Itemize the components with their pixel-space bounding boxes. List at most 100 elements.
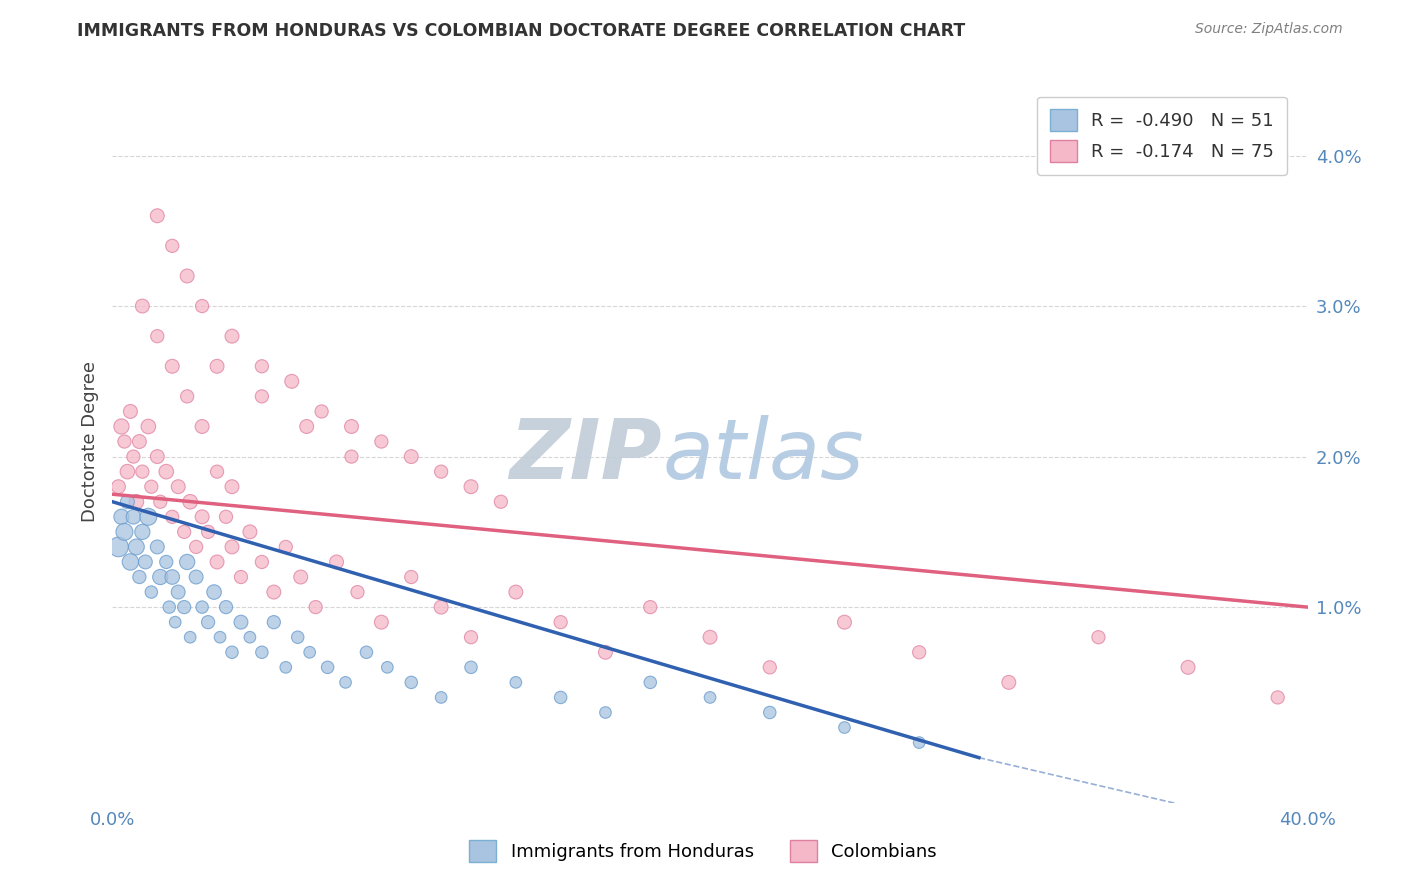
- Point: [908, 645, 931, 659]
- Point: [250, 645, 273, 659]
- Point: [125, 494, 148, 508]
- Text: ZIP: ZIP: [509, 416, 662, 497]
- Point: [146, 329, 169, 343]
- Point: [281, 374, 304, 388]
- Point: [221, 329, 243, 343]
- Point: [340, 450, 363, 464]
- Point: [489, 494, 512, 508]
- Point: [131, 299, 153, 313]
- Point: [250, 359, 273, 374]
- Point: [759, 660, 782, 674]
- Point: [370, 615, 392, 630]
- Point: [229, 615, 252, 630]
- Point: [215, 509, 238, 524]
- Point: [290, 570, 312, 584]
- Point: [146, 209, 169, 223]
- Point: [128, 570, 150, 584]
- Point: [460, 660, 482, 674]
- Point: [998, 675, 1021, 690]
- Point: [128, 434, 150, 449]
- Point: [191, 509, 214, 524]
- Point: [505, 675, 527, 690]
- Point: [167, 585, 190, 599]
- Point: [215, 600, 238, 615]
- Point: [114, 524, 135, 539]
- Point: [274, 660, 297, 674]
- Legend: R =  -0.490   N = 51, R =  -0.174   N = 75: R = -0.490 N = 51, R = -0.174 N = 75: [1036, 96, 1286, 175]
- Point: [221, 645, 243, 659]
- Point: [205, 359, 228, 374]
- Point: [155, 555, 177, 569]
- Point: [107, 540, 129, 554]
- Point: [179, 494, 201, 508]
- Point: [229, 570, 252, 584]
- Point: [149, 494, 172, 508]
- Point: [162, 570, 183, 584]
- Point: [110, 419, 132, 434]
- Point: [186, 540, 208, 554]
- Point: [239, 630, 262, 644]
- Point: [1087, 630, 1109, 644]
- Text: IMMIGRANTS FROM HONDURAS VS COLOMBIAN DOCTORATE DEGREE CORRELATION CHART: IMMIGRANTS FROM HONDURAS VS COLOMBIAN DO…: [77, 22, 966, 40]
- Point: [274, 540, 297, 554]
- Point: [370, 434, 392, 449]
- Point: [640, 675, 662, 690]
- Text: Source: ZipAtlas.com: Source: ZipAtlas.com: [1195, 22, 1343, 37]
- Point: [162, 509, 183, 524]
- Point: [117, 465, 139, 479]
- Point: [316, 660, 339, 674]
- Point: [167, 480, 190, 494]
- Point: [287, 630, 309, 644]
- Point: [250, 555, 273, 569]
- Point: [250, 389, 273, 403]
- Point: [239, 524, 262, 539]
- Point: [146, 450, 169, 464]
- Point: [125, 540, 148, 554]
- Point: [162, 239, 183, 253]
- Point: [131, 465, 153, 479]
- Point: [430, 600, 453, 615]
- Point: [138, 419, 160, 434]
- Point: [110, 509, 132, 524]
- Point: [131, 524, 153, 539]
- Point: [122, 509, 145, 524]
- Text: atlas: atlas: [662, 416, 863, 497]
- Point: [176, 389, 198, 403]
- Point: [157, 600, 180, 615]
- Point: [221, 540, 243, 554]
- Point: [430, 465, 453, 479]
- Point: [430, 690, 453, 705]
- Point: [640, 600, 662, 615]
- Point: [595, 645, 617, 659]
- Point: [191, 419, 214, 434]
- Point: [298, 645, 321, 659]
- Point: [117, 494, 139, 508]
- Point: [263, 615, 285, 630]
- Point: [191, 600, 214, 615]
- Point: [197, 524, 219, 539]
- Point: [176, 268, 198, 283]
- Point: [205, 555, 228, 569]
- Point: [146, 540, 169, 554]
- Point: [120, 404, 142, 418]
- Point: [173, 524, 195, 539]
- Point: [197, 615, 219, 630]
- Point: [134, 555, 156, 569]
- Point: [346, 585, 368, 599]
- Point: [834, 721, 856, 735]
- Point: [325, 555, 347, 569]
- Legend: Immigrants from Honduras, Colombians: Immigrants from Honduras, Colombians: [461, 833, 945, 870]
- Point: [138, 509, 160, 524]
- Point: [401, 570, 423, 584]
- Point: [202, 585, 225, 599]
- Point: [699, 630, 721, 644]
- Point: [295, 419, 318, 434]
- Point: [186, 570, 208, 584]
- Point: [595, 706, 617, 720]
- Point: [141, 480, 163, 494]
- Point: [176, 555, 198, 569]
- Point: [155, 465, 177, 479]
- Point: [305, 600, 328, 615]
- Point: [311, 404, 333, 418]
- Point: [179, 630, 201, 644]
